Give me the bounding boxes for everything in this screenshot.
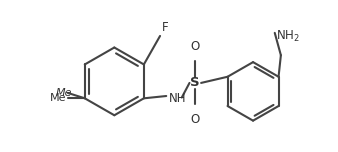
Text: S: S (190, 76, 200, 89)
Text: F: F (162, 21, 168, 34)
Text: Me: Me (56, 88, 73, 98)
Text: O: O (190, 113, 199, 126)
Text: NH: NH (169, 92, 186, 105)
Text: O: O (190, 40, 199, 53)
Text: NH$_2$: NH$_2$ (276, 29, 300, 44)
Text: Me: Me (50, 93, 66, 103)
